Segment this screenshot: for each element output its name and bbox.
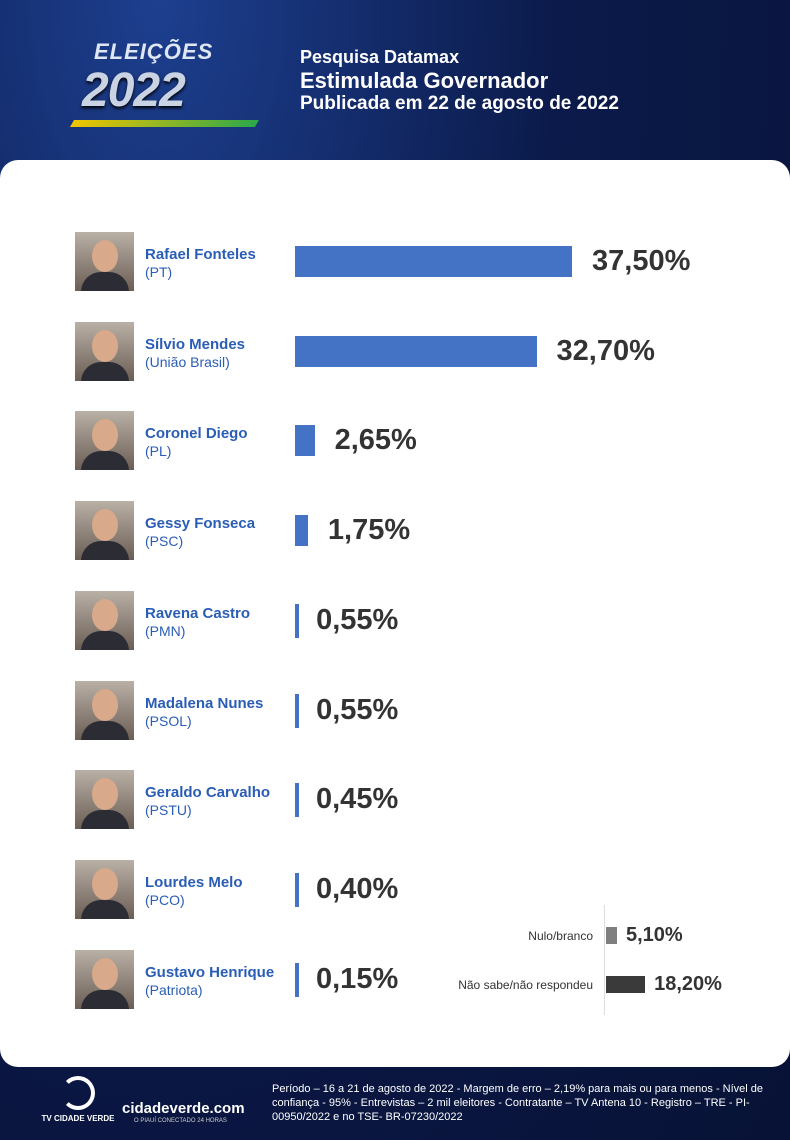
candidate-name: Rafael Fonteles [145,246,256,263]
header: Pesquisa Datamax Estimulada Governador P… [300,46,619,115]
candidate-row: Madalena Nunes (PSOL) 0,55% [0,680,790,741]
tv-logo-text: TV CIDADE VERDE [41,1114,115,1123]
eleicoes-2022-logo: ELEIÇÕES 2022 [62,40,262,140]
poll-title: Estimulada Governador [300,68,549,93]
candidate-party: (PSC) [145,533,184,550]
candidate-name: Coronel Diego [145,425,248,443]
candidate-photo [75,590,134,650]
value-label: 2,65% [334,424,417,457]
candidate-photo [75,501,134,561]
candidate-row: Lourdes Melo (PCO) 0,40% [0,859,790,920]
candidate-row: Gustavo Henrique (Patriota) 0,15% [0,949,790,1010]
candidate-party: (União Brasil) [145,353,230,370]
value-label: 0,15% [316,962,399,995]
candidate-photo [75,859,134,919]
candidate-photo [75,232,134,291]
other-bar [606,927,617,944]
candidate-party: (PT) [145,264,173,280]
value-label: 1,75% [327,514,411,547]
poll-source: Pesquisa Datamax [300,47,460,67]
value-label: 0,55% [316,693,399,726]
logo-text-top: ELEIÇÕES [94,39,214,64]
bar [295,962,299,997]
value-label: 32,70% [556,334,655,367]
candidate-row: Coronel Diego (PL) 2,65% [0,411,790,471]
bar [295,872,299,907]
candidate-photo [75,949,134,1009]
methodology-note: Período – 16 a 21 de agosto de 2022 - Ma… [272,1083,764,1123]
site-tagline: O PIAUÍ CONECTADO 24 HORAS [134,1118,227,1124]
candidate-name: Geraldo Carvalho [145,784,271,802]
candidate-party: (PCO) [145,891,185,908]
other-bar [606,976,646,993]
candidate-photo [75,680,134,740]
others-axis [604,905,605,1015]
bar [295,246,572,277]
candidate-row: Ravena Castro (PMN) 0,55% [0,590,790,651]
candidate-party: (PL) [145,443,172,460]
site-logo-text: cidadeverde.com [122,1100,245,1117]
candidate-name: Madalena Nunes [145,694,264,712]
logo-text-bottom: 2022 [82,64,186,117]
candidate-party: (PSOL) [145,712,192,729]
tv-logo-icon [61,1076,95,1110]
bar [295,425,315,457]
bar [295,603,300,638]
candidate-name: Gustavo Henrique [145,963,275,981]
logo-stripe [69,120,260,127]
value-label: 0,45% [316,783,399,816]
candidate-row: Rafael Fonteles (PT) 37,50% [0,232,790,292]
candidate-row: Sílvio Mendes (União Brasil) 32,70% [0,321,790,382]
cidadeverde-logo: cidadeverde.com O PIAUÍ CONECTADO 24 HORA… [122,1100,245,1125]
candidate-name: Ravena Castro [145,604,251,622]
other-label: Não sabe/não respondeu [458,978,593,992]
candidate-photo [75,411,134,471]
bar [295,693,300,728]
other-value: 18,20% [654,973,722,995]
value-label: 37,50% [592,245,691,277]
tv-cidade-verde-logo: TV CIDADE VERDE [40,1076,116,1124]
poll-date: Publicada em 22 de agosto de 2022 [300,93,619,114]
candidate-party: (PSTU) [145,802,192,819]
candidate-name: Gessy Fonseca [145,515,256,533]
value-label: 0,55% [316,603,399,636]
candidate-photo [75,321,134,381]
other-value: 5,10% [625,924,683,946]
value-label: 0,40% [316,872,399,905]
candidate-row: Geraldo Carvalho (PSTU) 0,45% [0,770,790,830]
bar [295,335,537,367]
other-label: Nulo/branco [528,929,593,943]
candidate-row: Gessy Fonseca (PSC) 1,75% [0,501,790,561]
candidate-name: Sílvio Mendes [145,335,246,353]
candidate-party: (PMN) [145,622,186,639]
bar [295,783,299,818]
candidate-photo [75,770,134,830]
candidate-party: (Patriota) [145,981,203,998]
candidate-name: Lourdes Melo [145,873,243,891]
bar [295,515,308,547]
